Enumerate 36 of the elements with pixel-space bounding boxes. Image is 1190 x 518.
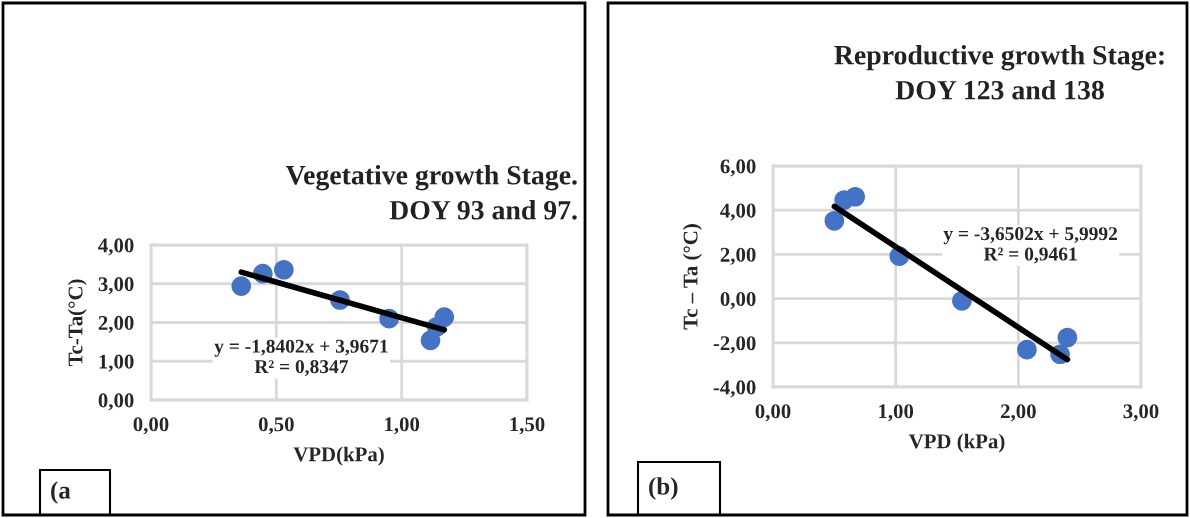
text: (b) <box>649 477 678 500</box>
x-tick-label: 0,00 <box>755 404 791 422</box>
y-tick-label: 3,00 <box>98 277 134 295</box>
point <box>1017 339 1037 360</box>
x-tick-label: 1,00 <box>385 417 420 435</box>
point <box>231 276 252 296</box>
x-tick-label: 0,50 <box>258 417 294 435</box>
y-axis-title: Tc-Ta(°C) <box>67 279 87 367</box>
y-tick-label: 4,00 <box>720 203 756 221</box>
y-tick-label: 4,00 <box>98 238 134 256</box>
y-tick-label: 6,00 <box>720 159 756 177</box>
y-tick-label: 2,00 <box>720 247 756 265</box>
x-tick-label: 3,00 <box>1123 404 1159 422</box>
y-tick-label: 0,00 <box>98 393 134 411</box>
y-tick-label: -4,00 <box>713 380 756 398</box>
point <box>274 259 294 280</box>
x-tick-label: 2,00 <box>1000 404 1036 422</box>
point <box>824 210 845 231</box>
x-axis-title: VPD(kPa) <box>293 446 384 466</box>
x-axis-title: VPD (kPa) <box>908 433 1005 453</box>
point <box>845 186 866 207</box>
y-tick-label: 0,00 <box>720 291 756 310</box>
chart-title: Vegetative growth Stage. DOY 93 and 97. <box>285 165 577 220</box>
y-tick-label: 1,00 <box>99 354 134 372</box>
annotation: y = -3,6502x + 5,9992 R² = 0,9461 <box>943 227 1117 264</box>
text: (a <box>51 481 71 504</box>
point <box>420 330 441 351</box>
y-axis-title: Tc – Ta (°C) <box>682 224 702 330</box>
y-tick-label: 2,00 <box>98 315 134 333</box>
x-tick-label: 0,00 <box>133 417 169 435</box>
annotation: y = -1,8402x + 3,9671 R² = 0,8347 <box>214 339 388 376</box>
chart-title: Reproductive growth Stage: DOY 123 and 138 <box>834 45 1164 100</box>
point <box>1057 327 1078 348</box>
y-tick-label: -2,00 <box>713 336 756 354</box>
x-tick-label: 1,00 <box>879 404 914 422</box>
x-tick-label: 1,50 <box>510 417 545 435</box>
